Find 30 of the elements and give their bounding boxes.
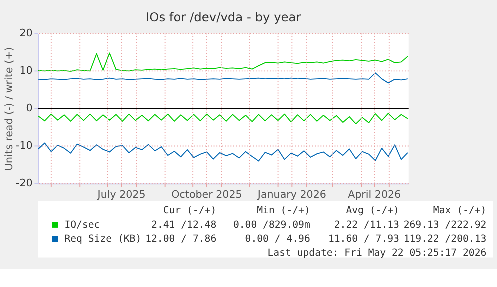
text: 2.22 /11.13	[334, 220, 400, 231]
x-tick-label: July 2025	[96, 188, 146, 201]
y-tick-label: 0	[26, 102, 33, 115]
text: Avg (-/+)	[346, 206, 400, 217]
x-tick-label: January 2026	[256, 188, 326, 201]
legend-label: Req Size (KB)	[64, 234, 142, 245]
line-series	[38, 113, 408, 125]
x-tick-label: April 2026	[348, 188, 402, 201]
text: Max (-/+)	[433, 206, 487, 217]
y-tick-label: 20	[20, 28, 33, 40]
text: Cur (-/+)	[163, 206, 217, 217]
x-tick-label: October 2025	[172, 188, 242, 201]
y-tick-label: -10	[16, 140, 33, 152]
text: 119.22 /200.13	[404, 234, 487, 245]
text: 12.00 / 7.86	[146, 234, 217, 245]
text: Last update: Fri May 22 05:25:17 2026	[268, 248, 487, 259]
line-series	[38, 142, 408, 162]
y-tick-label: 10	[20, 65, 33, 78]
text: 0.00 /829.09m	[233, 220, 310, 231]
text: 269.13 /222.92	[404, 220, 487, 231]
chart-title: IOs for /dev/vda - by year	[146, 10, 302, 25]
text: Min (-/+)	[257, 206, 310, 217]
text: 0.00 / 4.96	[245, 234, 310, 245]
y-axis-title: Units read (-) / write (+)	[4, 47, 16, 172]
line-series	[38, 72, 408, 84]
line-series	[38, 52, 408, 72]
text: 2.41 /12.48	[152, 220, 217, 231]
legend-label: IO/sec	[64, 220, 100, 231]
y-tick-label: -20	[16, 178, 33, 190]
text: 11.60 / 7.93	[328, 234, 400, 245]
